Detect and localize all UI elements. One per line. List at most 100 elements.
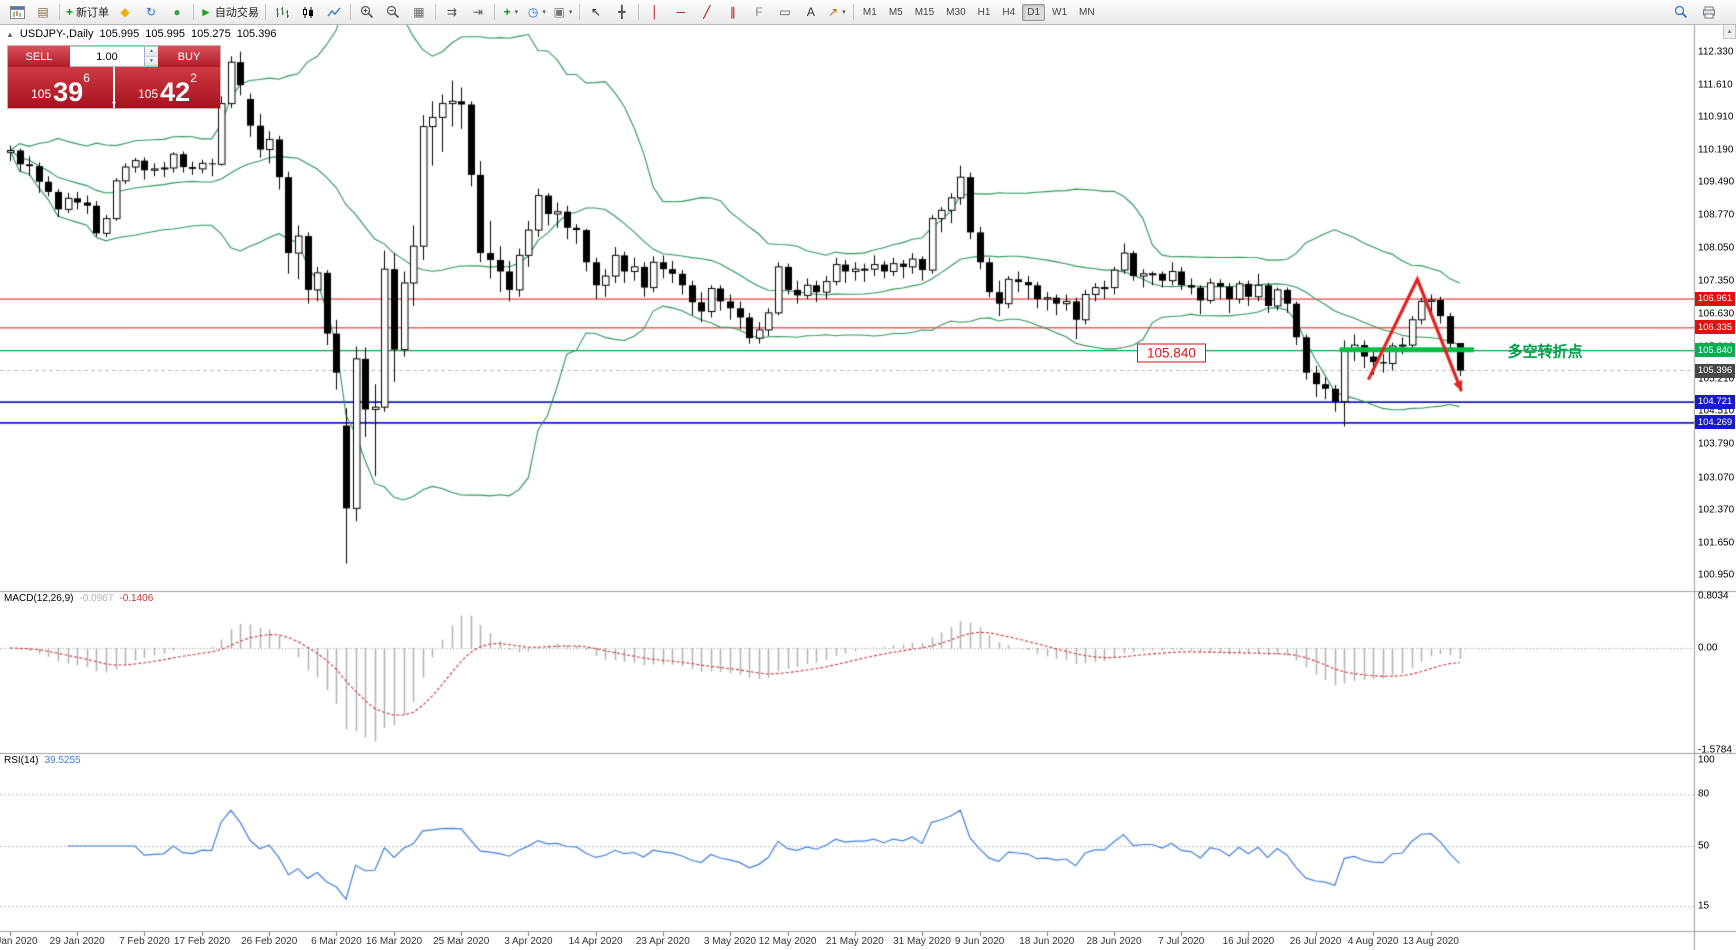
timeframe-m15[interactable]: M15 (914, 6, 935, 18)
sell-price-point: 6 (83, 71, 90, 85)
candlestick-chart-icon[interactable] (295, 1, 321, 23)
timeframe-mn[interactable]: MN (1079, 6, 1095, 18)
sell-header[interactable]: SELL (8, 46, 70, 67)
price-axis-label: 109.490 (1698, 176, 1735, 188)
profiles-icon[interactable]: ▤ (30, 1, 56, 23)
volume-spinner[interactable]: ▲ ▼ (144, 47, 158, 66)
date-axis-label: 29 Jan 2020 (49, 936, 105, 947)
tile-windows-icon[interactable]: ▦ (406, 1, 432, 23)
scroll-up-button[interactable]: ▲ (1723, 24, 1736, 39)
buy-button[interactable]: 105 42 2 (115, 67, 220, 108)
date-axis-label: 16 Mar 2020 (365, 936, 423, 947)
timeframe-h1[interactable]: H1 (977, 6, 991, 18)
price-callout[interactable]: 105.840 (1137, 343, 1206, 363)
toolbar-separator (637, 4, 639, 20)
price-axis-label: 108.770 (1698, 209, 1735, 221)
zoom-in-icon[interactable] (354, 1, 380, 23)
rsi-axis-label: 15 (1698, 900, 1710, 912)
timeframe-w1[interactable]: W1 (1052, 6, 1068, 18)
dropdown-caret-icon: ▾ (842, 9, 846, 16)
toolbar-separator (193, 4, 195, 20)
date-axis-label: 26 Feb 2020 (241, 936, 298, 947)
toolbar-separator (264, 4, 266, 20)
rsi-value: 39.5255 (44, 755, 81, 766)
line-chart-icon[interactable] (321, 1, 347, 23)
rsi-label: RSI(14) 39.5255 (4, 755, 81, 766)
chart-shift-icon[interactable]: ⇥ (465, 1, 491, 23)
timeframe-m5[interactable]: M5 (888, 6, 903, 18)
shapes-icon[interactable]: ▭ (772, 1, 798, 23)
turning-point-annotation[interactable]: 多空转折点 (1507, 343, 1583, 361)
timeframe-d1[interactable]: D1 (1022, 3, 1046, 21)
horizontal-line-icon[interactable]: ─ (668, 1, 694, 23)
spinner-down-icon[interactable]: ▼ (145, 56, 158, 66)
date-axis-label: 23 Apr 2020 (635, 936, 690, 947)
new-order-button: + (66, 5, 74, 19)
date-axis-label: 6 Mar 2020 (311, 936, 362, 947)
buy-header[interactable]: BUY (158, 46, 220, 67)
dropdown-caret-icon: ▾ (514, 9, 519, 16)
timeframe-m1[interactable]: M1 (862, 6, 877, 18)
refresh-icon[interactable]: ↻ (138, 1, 164, 23)
crosshair-icon[interactable]: ╋ (609, 1, 635, 23)
timeframe-m30[interactable]: M30 (946, 6, 966, 18)
auto-scroll-icon: ⇉ (446, 5, 457, 19)
price-axis-label: 110.910 (1698, 111, 1734, 123)
price-chart-canvas[interactable] (0, 24, 1736, 950)
periods-button: ◷ (527, 5, 539, 19)
spinner-up-icon[interactable]: ▲ (145, 47, 158, 57)
arrows-icon[interactable]: ↗ ▾ (824, 1, 850, 23)
macd-axis-label: 0.00 (1698, 642, 1718, 654)
templates-button[interactable]: ▣ ▾ (550, 1, 576, 23)
volume-dropdown-icon[interactable]: ▾ (111, 99, 117, 108)
toolbar: ▤ + 新订单 ◆ ↻ ● ► 自动交易 ▦ ⇉ ⇥ + ▾ ◷ ▾ ▣ ▾ ↖ ╋ │ ─ ╱ ∥ F ▭ A ↗ ▾ M1 M5 M15… (0, 0, 1736, 25)
current-price-tag: 105.396 (1695, 363, 1735, 378)
price-level-tag: 106.961 (1695, 291, 1735, 306)
sell-price-pips: 39 (53, 76, 84, 107)
date-axis-label: 3 May 2020 (703, 936, 757, 947)
volume-value[interactable]: 1.00 (96, 50, 118, 63)
channel-icon[interactable]: ∥ (720, 1, 746, 23)
date-axis-label: 17 Feb 2020 (173, 936, 231, 947)
timeframe-h4[interactable]: H4 (1002, 6, 1016, 18)
date-axis-label: 7 Jul 2020 (1158, 936, 1205, 947)
auto-scroll-icon[interactable]: ⇉ (439, 1, 465, 23)
rsi-axis-label: 50 (1698, 840, 1710, 852)
price-axis-label: 112.330 (1698, 46, 1734, 58)
bar-chart-icon[interactable] (269, 1, 295, 23)
indicators-button[interactable]: + ▾ (498, 1, 524, 23)
chart-title: ▲ USDJPY-,Daily 105.995 105.995 105.275 … (6, 28, 277, 40)
zoom-out-icon (386, 5, 400, 19)
cursor-icon[interactable]: ↖ (583, 1, 609, 23)
oneclick-collapse-icon[interactable]: ▲ (6, 29, 14, 39)
mql5-community-icon: ◆ (120, 5, 130, 19)
search-icon[interactable] (1668, 1, 1694, 23)
text-icon[interactable]: A (798, 1, 824, 23)
new-chart-icon[interactable] (4, 1, 30, 23)
market-icon[interactable]: ● (164, 1, 190, 23)
date-axis-label: 28 Jun 2020 (1086, 936, 1142, 947)
periods-button[interactable]: ◷ ▾ (524, 1, 550, 23)
print-icon[interactable] (1696, 1, 1722, 23)
fibonacci-icon[interactable]: F (746, 1, 772, 23)
mql5-community-icon[interactable]: ◆ (112, 1, 138, 23)
vertical-line-icon[interactable]: │ (642, 1, 668, 23)
new-chart-icon (9, 5, 25, 19)
line-chart-icon (327, 6, 341, 19)
up-arrow-icon: ▲ (1726, 28, 1733, 35)
shapes-icon: ▭ (779, 5, 791, 19)
auto-trading-button[interactable]: ► 自动交易 (197, 1, 262, 23)
new-order-button[interactable]: + 新订单 (63, 1, 112, 23)
zoom-out-icon[interactable] (380, 1, 406, 23)
volume-field[interactable]: 1.00 ▲ ▼ (70, 46, 158, 67)
macd-axis-label: -1.5784 (1698, 744, 1732, 756)
price-axis-label: 102.370 (1698, 504, 1735, 516)
date-axis-label: 20 Jan 2020 (0, 936, 38, 947)
auto-trading-button-label: 自动交易 (214, 7, 259, 19)
dropdown-caret-icon: ▾ (568, 9, 573, 16)
sell-button[interactable]: 105 39 6 (8, 67, 113, 108)
price-level-tag: 106.335 (1695, 320, 1735, 335)
macd-main-value: -0.0967 (79, 593, 114, 604)
chart-shift-icon: ⇥ (472, 5, 483, 19)
trendline-icon[interactable]: ╱ (694, 1, 720, 23)
